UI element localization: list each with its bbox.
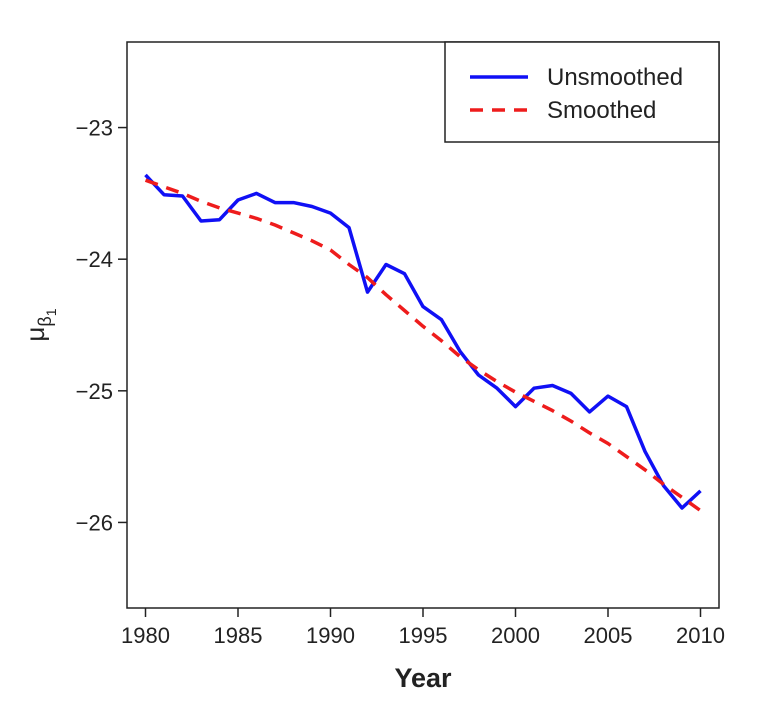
legend-label-smoothed: Smoothed bbox=[547, 97, 656, 124]
x-tick-label: 1995 bbox=[399, 623, 448, 648]
x-tick-label: 2010 bbox=[676, 623, 725, 648]
y-tick-label: −26 bbox=[76, 510, 113, 535]
y-axis-label: μβ1 bbox=[20, 308, 59, 341]
legend-label-unsmoothed: Unsmoothed bbox=[547, 64, 683, 91]
x-tick-label: 1980 bbox=[121, 623, 170, 648]
legend-box bbox=[444, 41, 720, 143]
y-tick-label: −24 bbox=[76, 247, 113, 272]
legend: Unsmoothed Smoothed bbox=[444, 41, 720, 143]
y-axis-label-base: μ bbox=[20, 327, 50, 342]
series-line-unsmoothed bbox=[144, 173, 702, 510]
y-tick-label: −23 bbox=[76, 116, 113, 141]
x-axis-label: Year bbox=[394, 663, 452, 693]
x-tick-label: 2005 bbox=[584, 623, 633, 648]
series-line-smoothed bbox=[144, 178, 702, 513]
x-tick-label: 2000 bbox=[491, 623, 540, 648]
x-tick-label: 1985 bbox=[214, 623, 263, 648]
y-axis: −23 −24 −25 −26 bbox=[76, 116, 127, 535]
x-axis: 1980 1985 1990 1995 2000 2005 2010 bbox=[121, 608, 725, 648]
y-tick-label: −25 bbox=[76, 379, 113, 404]
y-axis-label-subsub: 1 bbox=[43, 308, 59, 316]
y-axis-label-sub: β bbox=[35, 316, 55, 326]
series-layer bbox=[144, 173, 702, 513]
x-tick-label: 1990 bbox=[306, 623, 355, 648]
